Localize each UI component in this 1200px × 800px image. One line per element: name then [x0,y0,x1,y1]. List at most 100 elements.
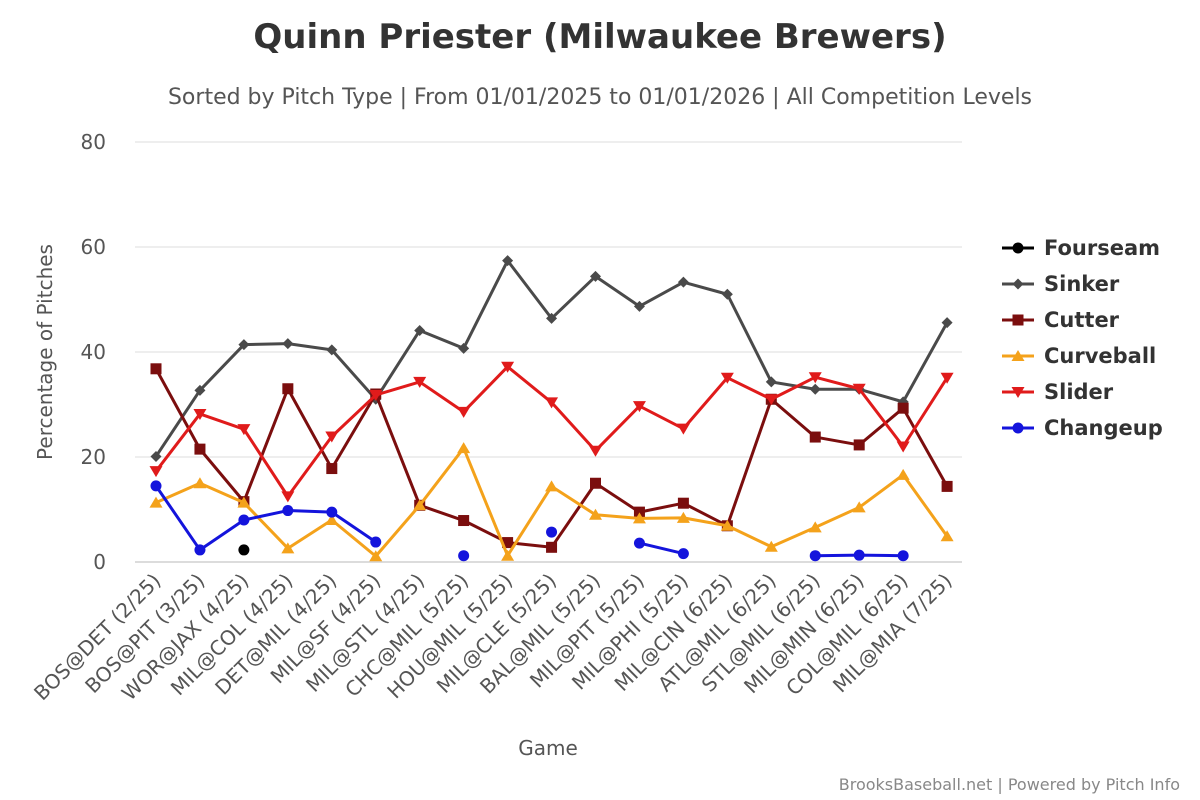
legend-item-slider[interactable]: Slider [1002,380,1114,404]
data-point-slider[interactable] [281,491,295,503]
data-point-curveball[interactable] [720,519,734,531]
legend[interactable]: Fourseam Sinker Cutter Curveball Slider Chang… [1002,236,1163,440]
data-point-slider[interactable] [720,372,734,384]
data-point-sinker[interactable] [590,270,601,282]
data-point-sinker[interactable] [502,255,514,267]
data-point-slider[interactable] [457,406,471,418]
data-point-cutter[interactable] [633,506,645,518]
data-point-cutter[interactable] [853,439,865,451]
legend-marker-curveball[interactable] [1011,350,1025,361]
data-point-changeup[interactable] [853,549,865,561]
credit-text[interactable]: BrooksBaseball.net | Powered by Pitch In… [839,775,1180,794]
data-point-slider[interactable] [764,394,778,406]
data-point-cutter[interactable] [677,497,689,509]
data-point-curveball[interactable] [413,499,427,511]
data-point-sinker[interactable] [238,339,250,351]
legend-item-curveball[interactable]: Curveball [1002,344,1156,368]
legend-marker-changeup[interactable] [1012,422,1024,434]
y-tick-label: 20 [81,445,106,469]
data-point-slider[interactable] [632,401,646,413]
data-point-sinker[interactable] [677,276,689,288]
data-point-sinker[interactable] [721,288,733,300]
data-point-sinker[interactable] [941,317,953,329]
data-point-sinker[interactable] [458,342,470,354]
data-point-slider[interactable] [676,423,690,435]
data-point-slider[interactable] [589,445,602,457]
data-point-sinker[interactable] [809,383,821,395]
data-point-curveball[interactable] [501,549,515,561]
data-point-curveball[interactable] [676,511,690,523]
data-point-changeup[interactable] [326,506,338,518]
data-point-curveball[interactable] [896,468,910,480]
data-point-sinker[interactable] [326,344,338,356]
data-point-curveball[interactable] [193,477,207,489]
data-point-cutter[interactable] [326,463,338,475]
data-point-slider[interactable] [413,376,427,388]
data-point-changeup[interactable] [809,550,821,562]
data-point-cutter[interactable] [941,480,953,492]
data-point-changeup[interactable] [546,526,558,538]
data-point-changeup[interactable] [458,550,470,562]
data-point-cutter[interactable] [194,443,206,455]
data-point-curveball[interactable] [852,501,866,513]
data-point-cutter[interactable] [458,515,470,527]
data-point-curveball[interactable] [589,508,602,520]
data-point-changeup[interactable] [282,505,294,517]
legend-marker-cutter[interactable] [1012,314,1024,326]
data-point-curveball[interactable] [237,496,251,508]
data-point-curveball[interactable] [808,521,822,533]
data-point-curveball[interactable] [545,480,559,492]
data-point-curveball[interactable] [369,550,383,562]
data-point-sinker[interactable] [150,450,162,462]
data-point-slider[interactable] [808,372,822,384]
data-point-changeup[interactable] [150,480,162,492]
data-point-changeup[interactable] [897,550,909,562]
legend-marker-slider[interactable] [1011,387,1025,398]
data-point-slider[interactable] [501,361,515,373]
data-point-changeup[interactable] [633,537,645,549]
data-point-cutter[interactable] [590,477,601,489]
data-point-curveball[interactable] [281,542,295,554]
data-point-cutter[interactable] [282,383,294,395]
data-point-fourseam[interactable] [238,544,250,556]
legend-item-fourseam[interactable]: Fourseam [1002,236,1160,260]
data-point-curveball[interactable] [325,514,339,525]
data-point-slider[interactable] [149,466,163,478]
data-point-sinker[interactable] [765,376,777,388]
series-changeup [150,480,909,562]
legend-marker-fourseam[interactable] [1012,242,1024,254]
data-point-slider[interactable] [852,383,866,395]
data-point-changeup[interactable] [370,536,382,548]
data-point-changeup[interactable] [677,548,689,560]
data-point-cutter[interactable] [502,537,514,549]
data-point-sinker[interactable] [194,384,206,396]
legend-label-cutter: Cutter [1044,308,1120,332]
data-point-slider[interactable] [545,397,559,409]
data-point-sinker[interactable] [414,324,426,336]
data-point-cutter[interactable] [897,402,909,414]
data-point-sinker[interactable] [282,338,294,350]
data-point-curveball[interactable] [940,530,954,542]
data-point-changeup[interactable] [238,514,250,526]
data-point-cutter[interactable] [546,541,558,553]
legend-item-changeup[interactable]: Changeup [1002,416,1163,440]
data-point-sinker[interactable] [633,300,645,312]
data-point-slider[interactable] [896,441,910,453]
data-point-sinker[interactable] [546,312,558,324]
data-point-slider[interactable] [193,408,207,420]
data-point-slider[interactable] [369,390,383,402]
data-point-cutter[interactable] [809,431,821,443]
data-point-slider[interactable] [940,372,954,384]
data-point-changeup[interactable] [194,544,206,556]
data-point-curveball[interactable] [149,496,163,508]
gridlines [135,141,962,563]
legend-marker-sinker[interactable] [1012,278,1024,290]
legend-item-sinker[interactable]: Sinker [1002,272,1120,296]
legend-item-cutter[interactable]: Cutter [1002,308,1120,332]
data-point-cutter[interactable] [150,363,162,375]
data-point-curveball[interactable] [632,512,646,524]
data-point-curveball[interactable] [457,442,471,454]
data-point-slider[interactable] [325,431,339,443]
data-point-slider[interactable] [237,424,251,436]
data-point-curveball[interactable] [764,540,778,552]
